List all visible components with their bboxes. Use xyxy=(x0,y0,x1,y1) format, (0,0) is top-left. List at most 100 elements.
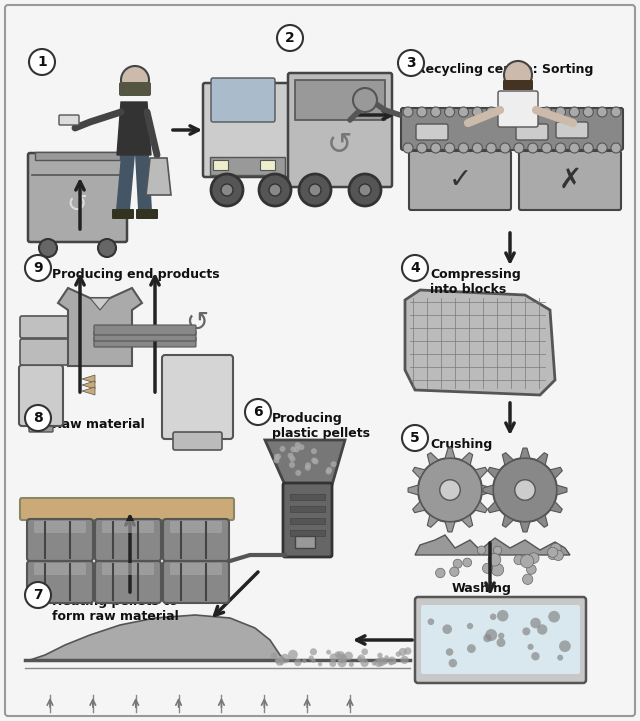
Circle shape xyxy=(335,651,340,657)
Polygon shape xyxy=(488,502,500,513)
Polygon shape xyxy=(415,535,570,555)
Circle shape xyxy=(467,644,476,653)
Circle shape xyxy=(310,648,317,655)
Circle shape xyxy=(498,632,504,639)
Circle shape xyxy=(275,658,280,663)
Polygon shape xyxy=(557,485,567,495)
Circle shape xyxy=(497,610,508,622)
Circle shape xyxy=(25,405,51,431)
Text: 4: 4 xyxy=(410,261,420,275)
Polygon shape xyxy=(82,387,95,395)
Circle shape xyxy=(492,564,504,576)
Polygon shape xyxy=(475,467,487,479)
Circle shape xyxy=(404,647,412,655)
Bar xyxy=(290,494,325,500)
Text: 1: 1 xyxy=(37,55,47,69)
Circle shape xyxy=(472,143,483,153)
Circle shape xyxy=(311,448,317,454)
Circle shape xyxy=(458,143,468,153)
Circle shape xyxy=(279,655,284,660)
Circle shape xyxy=(556,143,566,153)
FancyBboxPatch shape xyxy=(162,355,233,439)
Circle shape xyxy=(291,446,296,452)
Circle shape xyxy=(597,143,607,153)
Circle shape xyxy=(431,143,441,153)
FancyBboxPatch shape xyxy=(498,91,538,127)
Text: 3: 3 xyxy=(406,56,416,70)
Bar xyxy=(260,160,275,170)
FancyBboxPatch shape xyxy=(409,151,511,210)
Circle shape xyxy=(440,479,460,500)
Circle shape xyxy=(550,544,561,554)
Circle shape xyxy=(312,459,319,464)
Text: 8: 8 xyxy=(33,411,43,425)
Circle shape xyxy=(458,107,468,117)
Bar xyxy=(213,160,228,170)
Text: Producing end products: Producing end products xyxy=(52,268,220,281)
Text: 5: 5 xyxy=(410,431,420,445)
Circle shape xyxy=(211,174,243,206)
Circle shape xyxy=(359,184,371,196)
Circle shape xyxy=(311,658,316,663)
Circle shape xyxy=(377,653,383,658)
Circle shape xyxy=(274,454,280,460)
Circle shape xyxy=(275,454,281,459)
Circle shape xyxy=(500,143,510,153)
FancyBboxPatch shape xyxy=(94,331,196,341)
Polygon shape xyxy=(428,453,438,465)
Circle shape xyxy=(493,458,557,522)
Circle shape xyxy=(309,184,321,196)
Circle shape xyxy=(520,554,534,568)
Circle shape xyxy=(486,107,496,117)
Bar xyxy=(167,522,212,530)
Circle shape xyxy=(403,143,413,153)
FancyBboxPatch shape xyxy=(59,115,79,125)
FancyBboxPatch shape xyxy=(95,561,161,603)
Circle shape xyxy=(402,425,428,451)
Polygon shape xyxy=(502,515,513,527)
FancyBboxPatch shape xyxy=(556,122,588,138)
Polygon shape xyxy=(445,448,455,459)
Text: Raw material: Raw material xyxy=(52,418,145,431)
FancyBboxPatch shape xyxy=(95,519,161,561)
Circle shape xyxy=(583,107,593,117)
Circle shape xyxy=(336,651,345,660)
FancyBboxPatch shape xyxy=(102,521,154,533)
Circle shape xyxy=(467,623,473,629)
Circle shape xyxy=(449,659,457,668)
FancyBboxPatch shape xyxy=(203,83,292,177)
Circle shape xyxy=(372,661,376,665)
Text: ✓: ✓ xyxy=(449,166,472,194)
Polygon shape xyxy=(265,440,345,485)
Circle shape xyxy=(353,88,377,112)
FancyBboxPatch shape xyxy=(29,422,53,432)
Circle shape xyxy=(531,652,540,660)
Circle shape xyxy=(398,50,424,76)
Text: Producing
plastic pellets: Producing plastic pellets xyxy=(272,412,370,440)
Circle shape xyxy=(358,655,365,662)
Circle shape xyxy=(402,255,428,281)
Bar xyxy=(295,80,385,120)
Polygon shape xyxy=(413,467,425,479)
Text: ↺: ↺ xyxy=(67,193,88,217)
Polygon shape xyxy=(461,515,473,527)
FancyBboxPatch shape xyxy=(519,151,621,210)
Bar xyxy=(35,152,120,160)
Circle shape xyxy=(522,627,531,635)
Circle shape xyxy=(445,107,454,117)
Polygon shape xyxy=(488,467,500,479)
FancyBboxPatch shape xyxy=(94,337,196,347)
Circle shape xyxy=(531,618,541,628)
FancyBboxPatch shape xyxy=(27,561,93,603)
Polygon shape xyxy=(536,515,548,527)
Circle shape xyxy=(362,648,368,655)
Text: Crushing: Crushing xyxy=(430,438,492,451)
Circle shape xyxy=(388,657,396,665)
Bar xyxy=(210,157,285,175)
Text: Recycling centre: Sorting: Recycling centre: Sorting xyxy=(416,63,593,76)
Polygon shape xyxy=(408,485,419,495)
Circle shape xyxy=(541,143,552,153)
Circle shape xyxy=(308,655,314,660)
Circle shape xyxy=(337,658,347,667)
Circle shape xyxy=(302,659,307,663)
